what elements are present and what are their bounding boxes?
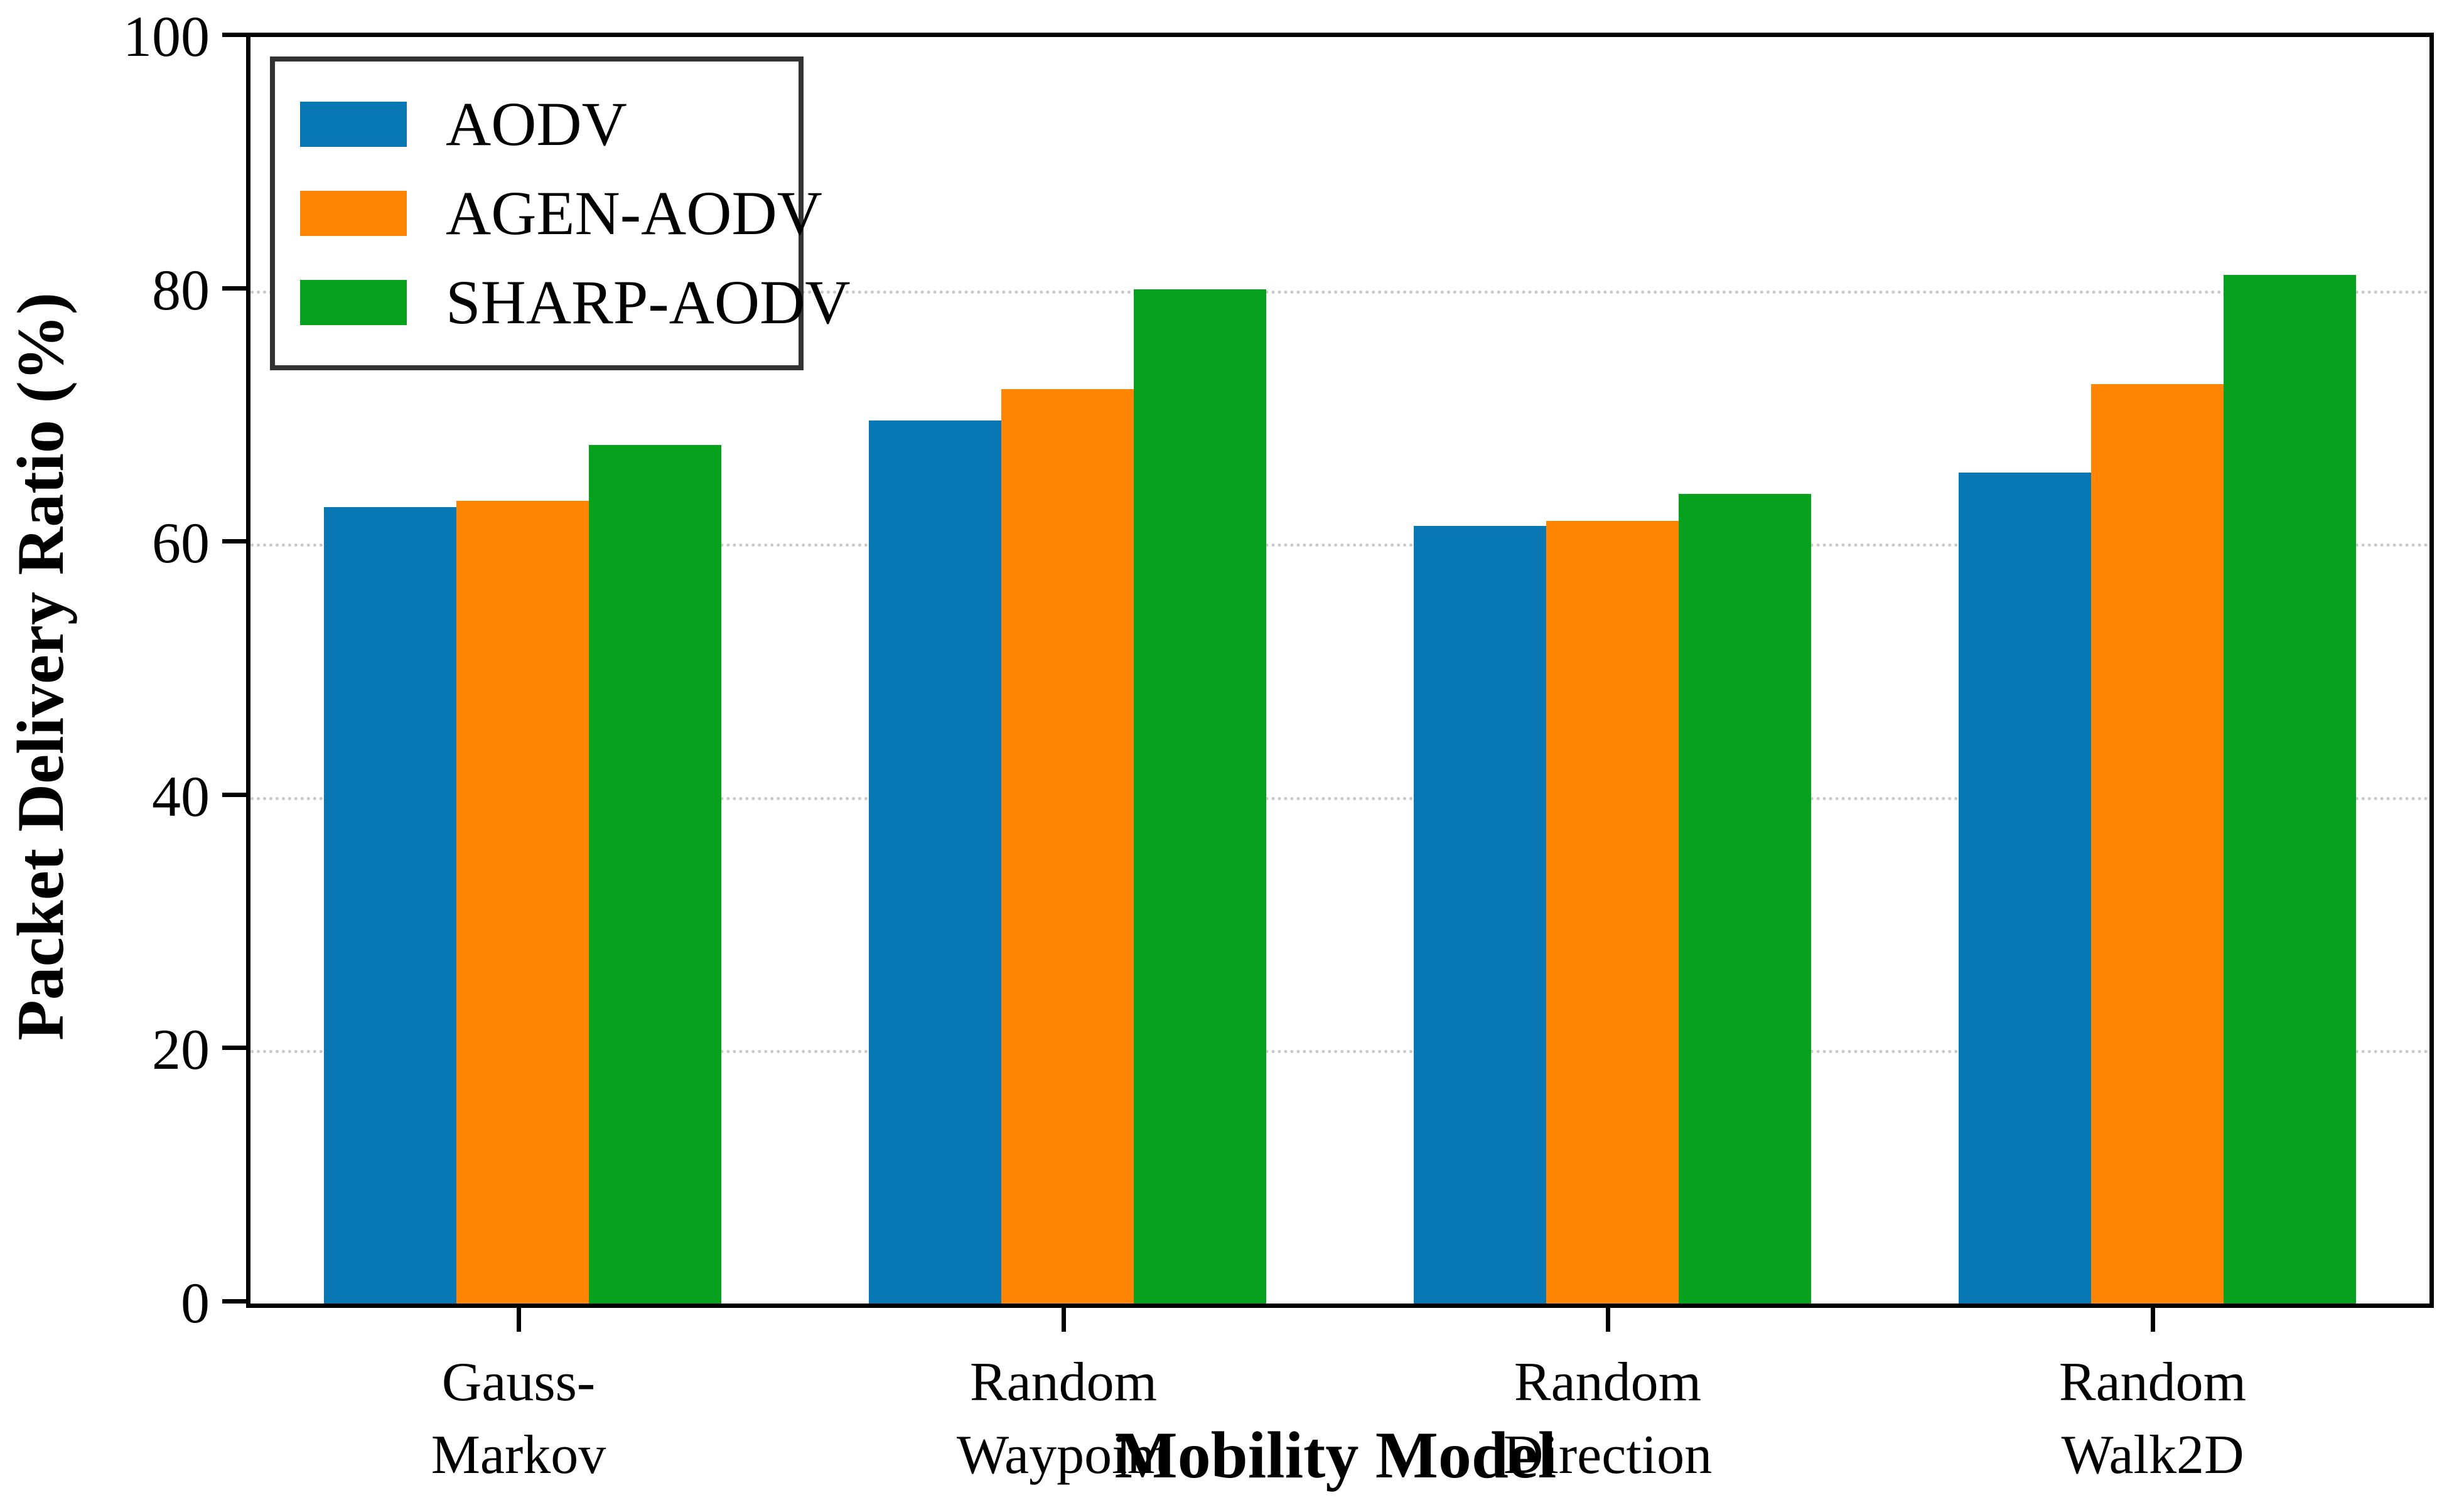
bar-agen-aodv-gauss-markov (456, 501, 589, 1304)
y-tick-label-40: 40 (152, 764, 210, 828)
x-tick-label-random-direction: Random Direction (1503, 1352, 1713, 1486)
x-tick-2 (1062, 1308, 1066, 1332)
y-tick-label-60: 60 (152, 511, 210, 575)
bar-sharp-aodv-random-direction (1679, 494, 1811, 1304)
legend-swatch-sharp-aodv (300, 280, 407, 325)
x-tick-1 (517, 1308, 521, 1332)
legend-label-agen-aodv: AGEN-AODV (446, 178, 822, 248)
y-tick-label-20: 20 (152, 1017, 210, 1081)
y-tick-label-0: 0 (181, 1271, 210, 1335)
x-tick-label-gauss-markov: Gauss- Markov (431, 1352, 606, 1486)
y-tick-label-80: 80 (152, 258, 210, 322)
legend-label-sharp-aodv: SHARP-AODV (446, 267, 851, 337)
bar-agen-aodv-random-waypoint (1001, 389, 1134, 1304)
legend-label-aodv: AODV (446, 89, 627, 159)
x-tick-label-random-walk2d: Random Walk2D (2058, 1352, 2247, 1486)
y-tick-20 (222, 1046, 246, 1050)
legend-item-sharp-aodv: SHARP-AODV (300, 271, 851, 334)
gridline-y-80 (250, 290, 2429, 294)
y-tick-60 (222, 539, 246, 543)
x-tick-4 (2151, 1308, 2155, 1332)
bar-agen-aodv-random-walk2d (2091, 384, 2224, 1304)
y-axis-title: Packet Delivery Ratio (%) (4, 292, 77, 1041)
bar-aodv-random-direction (1414, 526, 1546, 1304)
bar-agen-aodv-random-direction (1546, 521, 1679, 1304)
bar-sharp-aodv-random-walk2d (2224, 275, 2356, 1304)
legend-item-agen-aodv: AGEN-AODV (300, 182, 822, 245)
x-axis-title: Mobility Model (1114, 1418, 1557, 1492)
y-tick-40 (222, 793, 246, 797)
x-tick-label-random-waypoint: Random Waypoint (957, 1352, 1170, 1486)
gridline-y-40 (250, 796, 2429, 800)
gridline-y-20 (250, 1050, 2429, 1054)
y-tick-label-100: 100 (123, 4, 210, 68)
y-tick-80 (222, 286, 246, 291)
legend: AODV AGEN-AODV SHARP-AODV (270, 56, 851, 370)
bar-aodv-gauss-markov (324, 507, 456, 1304)
gridline-y-60 (250, 543, 2429, 547)
y-tick-0 (222, 1299, 246, 1304)
bar-aodv-random-waypoint (869, 420, 1001, 1304)
plot-area (246, 33, 2434, 1308)
bar-aodv-random-walk2d (1959, 473, 2091, 1304)
y-tick-100 (222, 33, 246, 37)
bar-sharp-aodv-random-waypoint (1134, 289, 1266, 1304)
legend-swatch-agen-aodv (300, 191, 407, 236)
bar-sharp-aodv-gauss-markov (589, 445, 721, 1304)
legend-item-aodv: AODV (300, 93, 773, 156)
x-tick-3 (1606, 1308, 1610, 1332)
legend-swatch-aodv (300, 102, 407, 147)
